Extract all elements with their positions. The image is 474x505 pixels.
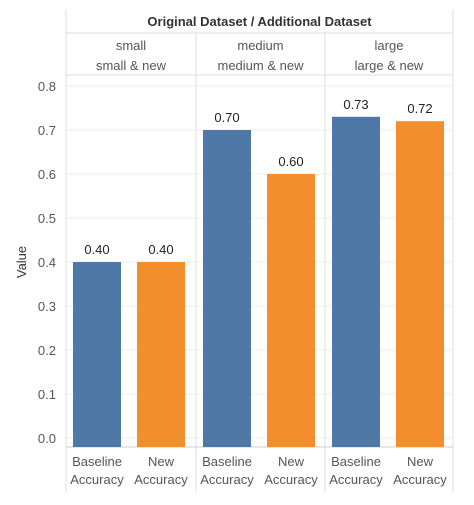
y-tick-labels: 0.0 0.1 0.2 0.3 0.4 0.5 0.6 0.7 0.8 <box>38 79 56 446</box>
y-tick-label: 0.5 <box>38 211 56 226</box>
bar <box>137 262 185 447</box>
panel-frames <box>65 10 454 492</box>
data-label: 0.60 <box>278 154 303 169</box>
data-label: 0.72 <box>407 101 432 116</box>
bar <box>73 262 121 447</box>
bars <box>73 116 444 448</box>
facet-original-label: medium <box>237 38 283 53</box>
data-label: 0.70 <box>214 110 239 125</box>
x-tick-label: New <box>278 454 305 469</box>
facet-additional-label: medium & new <box>218 58 305 73</box>
data-label: 0.40 <box>84 242 109 257</box>
x-tick-label: Baseline <box>72 454 122 469</box>
bar <box>267 174 315 447</box>
x-tick-label: Accuracy <box>393 472 447 487</box>
x-tick-label: Accuracy <box>264 472 318 487</box>
x-tick-label: New <box>407 454 434 469</box>
facet-original-label: large <box>375 38 404 53</box>
facet-original-label: small <box>116 38 146 53</box>
data-label: 0.73 <box>343 97 368 112</box>
y-tick-label: 0.0 <box>38 431 56 446</box>
data-label: 0.40 <box>148 242 173 257</box>
gridlines <box>66 85 453 439</box>
bar <box>203 130 251 447</box>
facet-additional-label: small & new <box>96 58 167 73</box>
x-tick-label: Baseline <box>331 454 381 469</box>
x-tick-labels: Baseline Accuracy New Accuracy Baseline Accur… <box>70 454 447 487</box>
y-tick-label: 0.7 <box>38 123 56 138</box>
data-labels: 0.40 0.40 0.70 0.60 0.73 0.72 <box>84 97 432 257</box>
x-tick-label: Baseline <box>202 454 252 469</box>
y-tick-label: 0.8 <box>38 79 56 94</box>
facet-additional-label: large & new <box>355 58 424 73</box>
y-tick-label: 0.2 <box>38 343 56 358</box>
y-tick-label: 0.1 <box>38 387 56 402</box>
facet-headers: small small & new medium medium & new large l… <box>96 38 424 73</box>
axes: Original Dataset / Additional Dataset Va… <box>14 14 372 278</box>
bar <box>332 116 380 448</box>
header-title: Original Dataset / Additional Dataset <box>147 14 372 29</box>
bar <box>396 121 444 447</box>
x-tick-label: Accuracy <box>329 472 383 487</box>
x-tick-label: Accuracy <box>70 472 124 487</box>
x-tick-label: Accuracy <box>134 472 188 487</box>
y-tick-label: 0.4 <box>38 255 56 270</box>
x-tick-label: Accuracy <box>200 472 254 487</box>
y-tick-label: 0.3 <box>38 299 56 314</box>
y-tick-label: 0.6 <box>38 167 56 182</box>
y-axis-title: Value <box>14 246 29 278</box>
x-tick-label: New <box>148 454 175 469</box>
